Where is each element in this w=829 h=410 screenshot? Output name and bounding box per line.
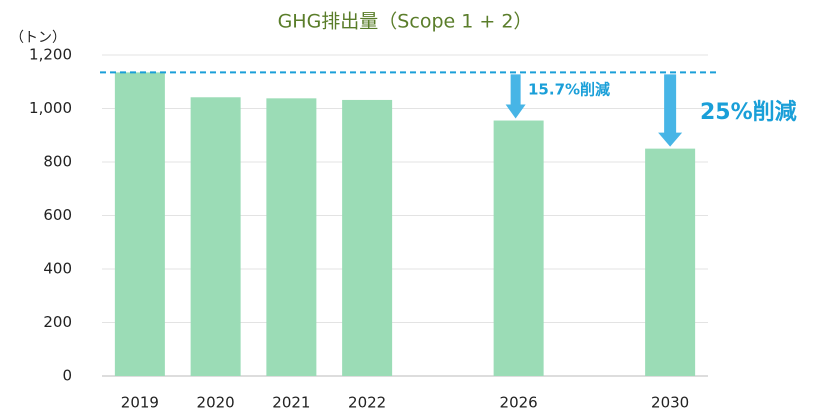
- x-tick-label: 2030: [651, 394, 689, 410]
- y-tick-label: 800: [43, 153, 72, 171]
- annotation: 25%削減: [700, 100, 797, 125]
- bar: [493, 120, 544, 376]
- bar: [342, 99, 393, 376]
- y-tick-label: 200: [43, 313, 72, 331]
- y-tick-label: 1,200: [29, 46, 72, 64]
- x-tick-label: 2019: [121, 394, 159, 410]
- bar: [114, 72, 165, 376]
- y-tick-label: 400: [43, 260, 72, 278]
- x-tick-label: 2026: [500, 394, 538, 410]
- x-tick-label: 2022: [348, 394, 386, 410]
- y-axis-label: （トン）: [10, 30, 66, 46]
- x-tick-label: 2021: [272, 394, 310, 410]
- y-tick-label: 1,000: [29, 99, 72, 117]
- y-tick-label: 0: [62, 367, 72, 385]
- y-tick-label: 600: [43, 206, 72, 224]
- x-tick-label: 2020: [197, 394, 235, 410]
- annotation: 15.7%削減: [528, 81, 610, 99]
- arrow: [505, 74, 526, 119]
- bar: [266, 98, 317, 377]
- bar: [190, 97, 241, 376]
- bar: [645, 148, 696, 376]
- chart-title: GHG排出量（Scope 1 + 2）: [278, 11, 533, 33]
- arrow: [658, 74, 683, 147]
